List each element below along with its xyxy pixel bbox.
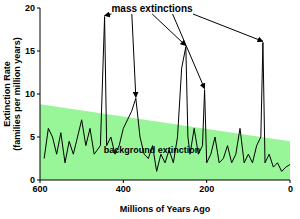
- x-tick: [40, 180, 41, 183]
- y-tick: [37, 8, 40, 9]
- y-tick: [37, 51, 40, 52]
- x-tick-label: 400: [116, 184, 131, 194]
- background-area: [40, 104, 290, 180]
- x-axis-title: Millions of Years Ago: [120, 204, 211, 214]
- y-tick: [37, 94, 40, 95]
- area-label: background extinction: [104, 145, 201, 155]
- y-axis-title: Extinction Rate: [2, 61, 12, 127]
- x-tick-label: 200: [199, 184, 214, 194]
- x-tick: [290, 180, 291, 183]
- chart: 051015206004002000Millions of Years AgoE…: [0, 0, 300, 219]
- annotation-text: mass extinctions: [111, 3, 193, 14]
- extinction-line: [44, 17, 290, 172]
- annotation-arrow: [173, 14, 205, 89]
- y-tick: [37, 137, 40, 138]
- x-axis: [40, 180, 290, 181]
- y-tick-label: 20: [25, 3, 35, 13]
- x-tick-label: 0: [288, 184, 293, 194]
- x-tick: [123, 180, 124, 183]
- annotation-arrow: [132, 14, 136, 97]
- y-tick-label: 5: [30, 132, 35, 142]
- y-axis-title: (families per million years): [12, 37, 22, 151]
- x-tick-label: 600: [32, 184, 47, 194]
- annotation-arrow: [105, 14, 112, 16]
- annotation-arrow: [193, 14, 263, 41]
- annotation-arrow: [152, 14, 186, 46]
- y-tick-label: 15: [25, 46, 35, 56]
- y-tick-label: 10: [25, 89, 35, 99]
- x-tick: [206, 180, 207, 183]
- plot-area: [40, 17, 290, 180]
